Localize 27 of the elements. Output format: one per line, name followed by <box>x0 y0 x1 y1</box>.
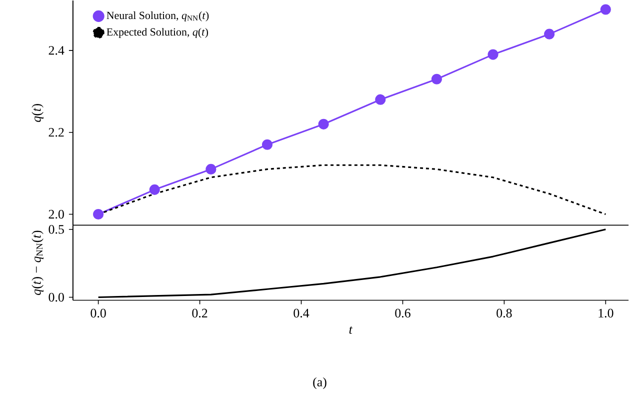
x-axis-title: t <box>349 326 353 334</box>
point <box>206 164 216 174</box>
text: q(t) − q$_{NN}$(t) <box>32 230 44 295</box>
y-axis-title: q(t) <box>32 104 44 122</box>
y-tick-label: 2.4 <box>48 46 64 55</box>
point <box>431 74 442 84</box>
point <box>149 184 160 195</box>
y-tick-label: 2.2 <box>48 128 64 137</box>
y-tick-label: 2.0 <box>48 210 64 219</box>
x-tick-label: 0.2 <box>192 308 208 318</box>
legend-label: Neural Solution, q$_{NN}$(t) <box>106 11 209 22</box>
point <box>544 28 555 40</box>
x-tick-label: 0.4 <box>294 308 310 318</box>
text: (a) <box>313 377 326 389</box>
x-tick-label: 1.0 <box>598 308 614 318</box>
legend-label: Expected Solution, q(t) <box>106 28 208 38</box>
y-tick-label: 0.5 <box>48 224 64 234</box>
x-tick-label: 0.8 <box>496 308 512 318</box>
point <box>318 118 329 130</box>
y-tick-label: 0.0 <box>48 292 64 302</box>
point <box>488 49 498 60</box>
x-tick-label: 0.6 <box>395 308 410 318</box>
point <box>93 208 104 220</box>
point <box>262 139 273 150</box>
point <box>375 94 386 105</box>
point <box>600 4 611 15</box>
x-tick-label: 0.0 <box>90 308 106 318</box>
